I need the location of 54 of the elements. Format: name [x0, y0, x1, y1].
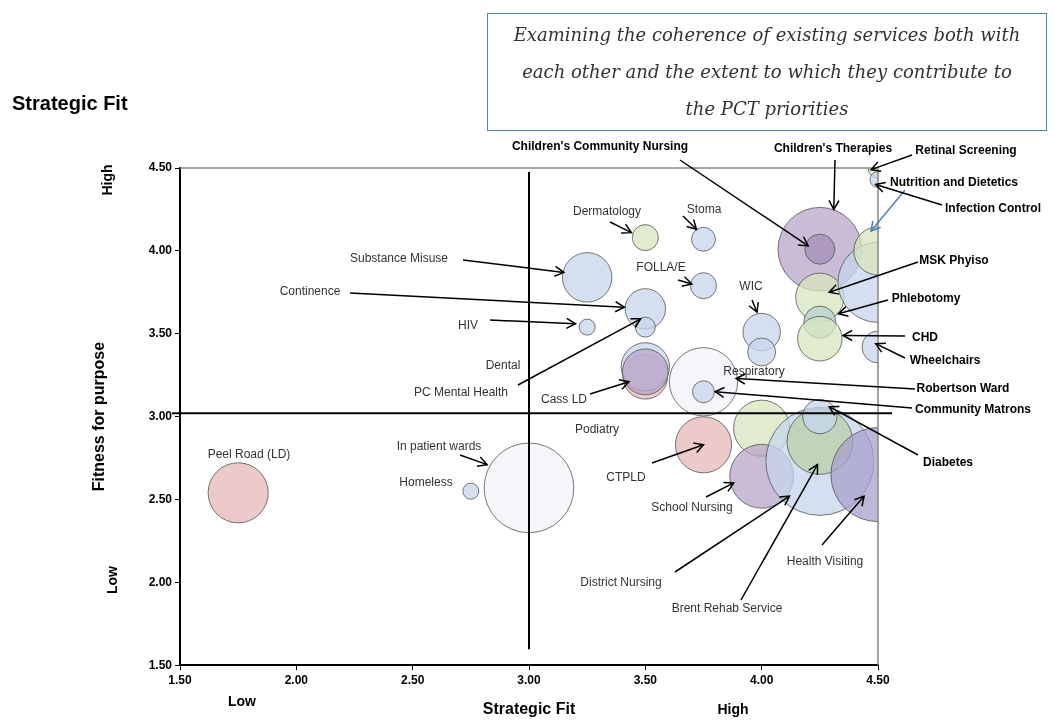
- x-tick-label: 4.50: [866, 672, 890, 687]
- x-tick-label: 3.50: [633, 672, 658, 687]
- annotation: Infection Control: [945, 201, 1041, 216]
- x-tick-label: 1.50: [168, 672, 192, 687]
- annotation: HIV: [457, 318, 479, 333]
- y-tick-label: 3.00: [148, 408, 173, 423]
- annotation: Continence: [279, 284, 341, 299]
- text: High: [98, 164, 115, 196]
- annotation: Peel Road (LD): [207, 447, 291, 462]
- x-tick-label: 2.00: [284, 672, 309, 687]
- y-tick-label: 2.50: [148, 491, 173, 506]
- annotation: Homeless: [399, 475, 453, 490]
- annotation: Robertson Ward: [916, 381, 1010, 396]
- text: High: [717, 700, 749, 717]
- annotation: Nutrition and Dietetics: [889, 175, 1019, 190]
- annotation: Cass LD: [540, 392, 588, 407]
- annotation: District Nursing: [580, 575, 662, 590]
- y-tick-label: 4.00: [148, 243, 173, 258]
- annotation: Dental: [485, 358, 521, 373]
- text: Examining the coherence of existing services both with each other and the extent to which they contribute to the PCT priorities: [487, 13, 1047, 131]
- text: Low: [228, 692, 257, 709]
- annotation: Children's Community Nursing: [511, 139, 689, 154]
- annotation: Community Matrons: [914, 402, 1032, 417]
- annotation: Retinal Screening: [915, 143, 1017, 158]
- annotation: WIC: [739, 279, 763, 294]
- annotation: Respiratory: [723, 364, 785, 379]
- annotation: Substance Misuse: [349, 251, 449, 266]
- annotation: Children's Therapies: [773, 141, 893, 156]
- x-tick-label: 4.00: [749, 672, 774, 687]
- annotation: PC Mental Health: [413, 385, 509, 400]
- y-tick-label: 4.50: [148, 160, 173, 175]
- annotation: FOLLA/E: [636, 260, 686, 275]
- annotation: Health Visiting: [786, 554, 864, 569]
- y-tick-label: 3.50: [148, 326, 173, 341]
- annotation: MSK Phyiso: [919, 253, 989, 268]
- chart-title: Strategic Fit: [12, 92, 128, 115]
- annotation: In patient wards: [396, 439, 482, 454]
- annotation: CHD: [912, 330, 939, 345]
- y-tick-label: 1.50: [148, 657, 173, 672]
- text: Low: [103, 565, 120, 594]
- annotation: Phlebotomy: [891, 291, 961, 306]
- x-tick-label: 2.50: [400, 672, 425, 687]
- y-tick-label: 2.00: [148, 574, 173, 589]
- x-axis-title: Strategic Fit: [482, 699, 576, 717]
- annotation: Diabetes: [922, 455, 974, 470]
- annotation: Dermatology: [572, 204, 642, 219]
- annotation: Wheelchairs: [909, 353, 981, 368]
- annotation: Stoma: [686, 202, 722, 217]
- y-axis-title: Fitness for purpose: [90, 341, 108, 492]
- annotation: Brent Rehab Service: [671, 601, 783, 616]
- annotation: CTPLD: [606, 470, 646, 485]
- annotation: School Nursing: [651, 500, 733, 515]
- x-tick-label: 3.00: [517, 672, 541, 687]
- annotation: Podiatry: [574, 422, 620, 437]
